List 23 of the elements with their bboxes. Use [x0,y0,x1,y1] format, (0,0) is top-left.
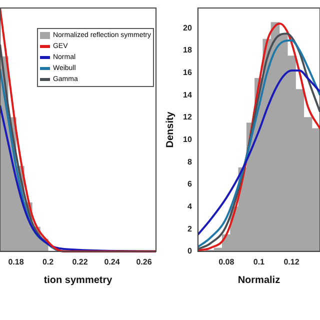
x-tick-label: 0.26 [136,257,152,266]
y-tick-label: 4 [187,202,192,211]
x-tick-label: 0.08 [218,257,235,266]
y-tick-label: 16 [182,68,192,77]
y-tick-label: 18 [182,46,192,55]
x-tick-label: 0.12 [284,257,300,266]
y-tick-label: 14 [182,90,192,100]
x-tick-label: 0.18 [8,257,24,266]
y-tick-label: 6 [187,180,192,189]
x-tick-label: 0.2 [42,257,54,266]
x-axis-title: tion symmetry [44,274,113,286]
x-tick-label: 0.24 [104,257,120,266]
y-tick-label: 0 [187,246,192,256]
y-tick-label: 20 [182,23,192,32]
y-tick-label: 12 [182,112,192,122]
x-axis-title: Normaliz [238,274,280,286]
y-tick-label: 8 [187,157,192,166]
line-series [198,70,320,236]
y-tick-label: 10 [182,134,192,144]
y-axis-title: Density [164,111,176,148]
x-tick-label: 0.22 [72,257,88,266]
y-tick-label: 2 [187,224,192,234]
x-tick-label: 0.1 [253,257,266,266]
